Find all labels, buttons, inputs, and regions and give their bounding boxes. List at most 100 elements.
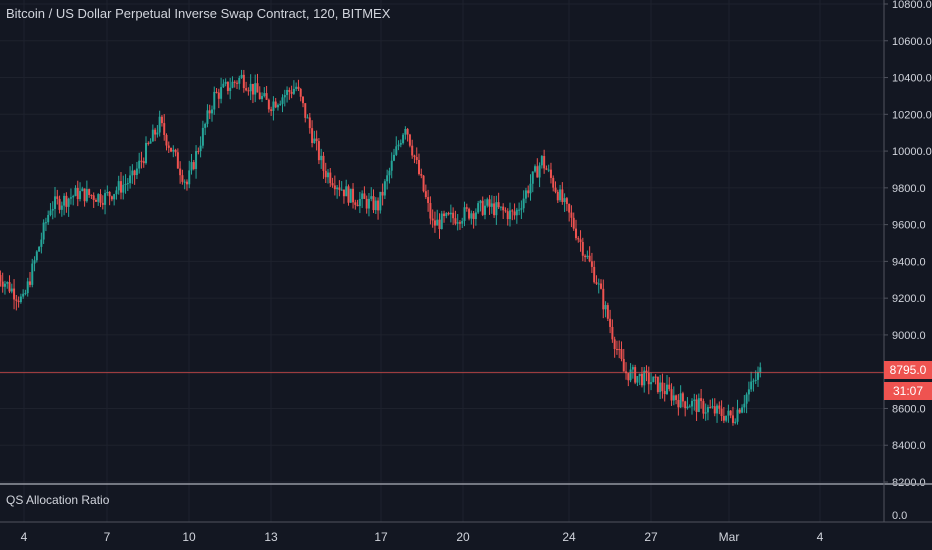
candle[interactable] bbox=[422, 175, 425, 193]
candle[interactable] bbox=[586, 250, 589, 259]
candle-body[interactable] bbox=[429, 202, 432, 219]
candle[interactable] bbox=[643, 366, 646, 393]
candle[interactable] bbox=[245, 81, 248, 92]
candle[interactable] bbox=[529, 174, 532, 201]
candle-body[interactable] bbox=[13, 288, 16, 300]
candle-body[interactable] bbox=[119, 181, 122, 193]
candle-body[interactable] bbox=[704, 412, 707, 414]
candle-body[interactable] bbox=[288, 90, 291, 92]
candle[interactable] bbox=[718, 401, 721, 415]
candle[interactable] bbox=[74, 185, 77, 197]
candle[interactable] bbox=[224, 78, 227, 87]
candle[interactable] bbox=[447, 211, 450, 216]
candle-body[interactable] bbox=[652, 376, 655, 383]
candle-body[interactable] bbox=[315, 138, 318, 142]
candle[interactable] bbox=[499, 206, 502, 211]
candle-body[interactable] bbox=[374, 200, 377, 211]
candle-body[interactable] bbox=[176, 152, 179, 169]
candle[interactable] bbox=[347, 184, 350, 206]
candle-body[interactable] bbox=[63, 195, 66, 206]
candle-body[interactable] bbox=[743, 403, 746, 408]
candle[interactable] bbox=[506, 208, 509, 226]
candle[interactable] bbox=[101, 195, 104, 210]
candle-body[interactable] bbox=[577, 238, 580, 240]
candle-body[interactable] bbox=[477, 203, 480, 213]
candle-body[interactable] bbox=[479, 200, 482, 204]
candle[interactable] bbox=[574, 219, 577, 241]
candle[interactable] bbox=[588, 246, 591, 263]
candle[interactable] bbox=[165, 133, 168, 151]
candle[interactable] bbox=[515, 207, 518, 224]
candle-body[interactable] bbox=[620, 349, 623, 359]
candle-body[interactable] bbox=[306, 117, 309, 119]
candle[interactable] bbox=[747, 381, 750, 402]
candle[interactable] bbox=[108, 191, 111, 206]
candle-body[interactable] bbox=[217, 92, 220, 99]
candle[interactable] bbox=[201, 120, 204, 149]
candle[interactable] bbox=[256, 73, 259, 93]
candle-body[interactable] bbox=[640, 373, 643, 386]
candle-body[interactable] bbox=[224, 81, 227, 84]
candle-body[interactable] bbox=[490, 203, 493, 207]
candle-body[interactable] bbox=[367, 198, 370, 209]
candle[interactable] bbox=[113, 193, 116, 206]
candle[interactable] bbox=[49, 203, 52, 217]
candle[interactable] bbox=[35, 250, 38, 263]
candle[interactable] bbox=[411, 139, 414, 159]
candle[interactable] bbox=[110, 195, 113, 202]
candle-body[interactable] bbox=[179, 168, 182, 176]
candle[interactable] bbox=[183, 179, 186, 190]
candle-body[interactable] bbox=[35, 251, 38, 261]
candle-body[interactable] bbox=[54, 196, 57, 209]
candle[interactable] bbox=[490, 195, 493, 214]
candle[interactable] bbox=[456, 213, 459, 231]
candle[interactable] bbox=[388, 167, 391, 184]
candle[interactable] bbox=[731, 406, 734, 426]
candle[interactable] bbox=[622, 348, 625, 372]
candle-body[interactable] bbox=[42, 222, 45, 240]
candle-body[interactable] bbox=[424, 191, 427, 198]
candle-body[interactable] bbox=[688, 406, 691, 408]
candle[interactable] bbox=[270, 106, 273, 116]
candle-body[interactable] bbox=[461, 220, 464, 224]
candle-body[interactable] bbox=[645, 370, 648, 373]
candle[interactable] bbox=[147, 141, 150, 146]
candle[interactable] bbox=[313, 130, 316, 144]
candle[interactable] bbox=[495, 195, 498, 225]
candle[interactable] bbox=[181, 169, 184, 185]
candle[interactable] bbox=[67, 197, 70, 217]
candle[interactable] bbox=[40, 232, 43, 254]
candle-body[interactable] bbox=[270, 109, 273, 111]
candle-body[interactable] bbox=[741, 407, 744, 413]
candle-body[interactable] bbox=[156, 132, 159, 135]
candle-body[interactable] bbox=[247, 90, 250, 92]
candle-body[interactable] bbox=[415, 157, 418, 161]
candle-body[interactable] bbox=[418, 160, 421, 175]
candle-body[interactable] bbox=[636, 376, 639, 383]
candle-body[interactable] bbox=[513, 211, 516, 216]
candle-body[interactable] bbox=[720, 408, 723, 417]
candle-body[interactable] bbox=[158, 116, 161, 133]
candle[interactable] bbox=[686, 397, 689, 410]
candle[interactable] bbox=[572, 212, 575, 231]
candle[interactable] bbox=[474, 208, 477, 226]
candle-body[interactable] bbox=[149, 141, 152, 144]
candle-body[interactable] bbox=[290, 91, 293, 94]
candle[interactable] bbox=[654, 374, 657, 385]
candle[interactable] bbox=[615, 340, 618, 355]
candle-body[interactable] bbox=[379, 191, 382, 211]
candle-body[interactable] bbox=[317, 141, 320, 161]
candle-body[interactable] bbox=[727, 410, 730, 416]
candle-body[interactable] bbox=[135, 168, 138, 176]
candle-body[interactable] bbox=[299, 88, 302, 97]
candle-body[interactable] bbox=[113, 194, 116, 200]
candle[interactable] bbox=[415, 147, 418, 165]
candle[interactable] bbox=[26, 277, 29, 297]
candle[interactable] bbox=[94, 198, 97, 202]
candle-body[interactable] bbox=[22, 293, 25, 297]
candle[interactable] bbox=[656, 376, 659, 394]
candle-body[interactable] bbox=[327, 172, 330, 178]
candle[interactable] bbox=[356, 199, 359, 207]
candle-body[interactable] bbox=[0, 275, 2, 282]
candle[interactable] bbox=[79, 182, 82, 202]
